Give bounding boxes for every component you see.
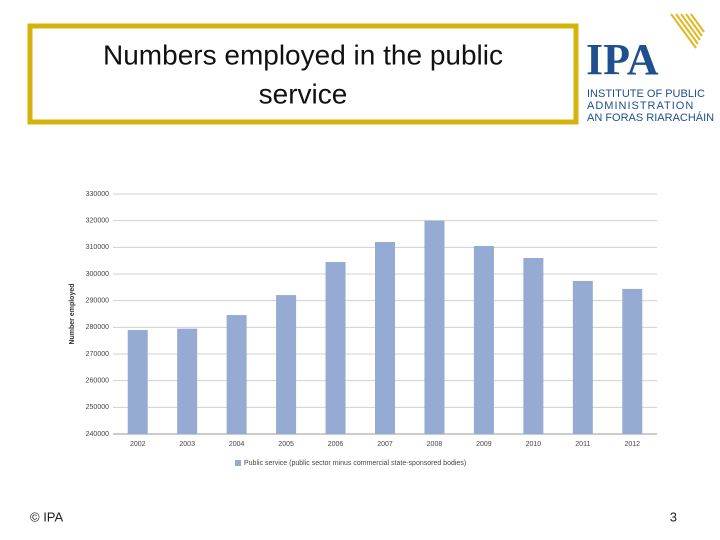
x-tick-label: 2011 <box>575 441 590 448</box>
x-tick-label: 2012 <box>624 441 640 448</box>
slide-title: Numbers employed in the public <box>103 39 503 70</box>
bar <box>127 330 148 434</box>
logo <box>670 13 705 49</box>
copyright: © IPA <box>30 509 64 524</box>
logo-stripe <box>685 13 703 37</box>
x-tick-label: 2003 <box>179 441 195 448</box>
x-tick-label: 2009 <box>476 441 492 448</box>
slide-title: service <box>259 78 348 109</box>
bar <box>276 295 297 434</box>
x-tick-label: 2004 <box>229 441 245 448</box>
y-axis-label: Number employed <box>69 283 76 344</box>
bar <box>226 315 247 434</box>
bar <box>325 262 346 434</box>
y-tick-label: 280000 <box>86 324 109 331</box>
x-tick-label: 2007 <box>377 441 393 448</box>
y-tick-label: 300000 <box>86 271 109 278</box>
bar <box>473 246 494 434</box>
x-tick-label: 2005 <box>278 441 294 448</box>
bar <box>375 242 395 434</box>
x-tick-label: 2002 <box>130 441 146 448</box>
y-tick-label: 250000 <box>86 404 109 411</box>
title-box <box>27 23 579 125</box>
y-tick-label: 260000 <box>86 378 109 385</box>
y-tick-label: 240000 <box>86 431 109 438</box>
logo-stripe <box>675 13 699 45</box>
legend-label: Public service (public sector minus comm… <box>244 460 466 467</box>
bar <box>523 258 544 434</box>
y-tick-label: 270000 <box>86 351 109 358</box>
y-tick-label: 330000 <box>86 191 109 198</box>
bar <box>424 220 445 434</box>
x-tick-label: 2008 <box>427 441 443 448</box>
logo-mark: IPA <box>586 35 659 84</box>
x-tick-label: 2006 <box>328 441 344 448</box>
y-tick-label: 310000 <box>86 244 109 251</box>
bar <box>572 280 593 434</box>
logo-text: INSTITUTE OF PUBLIC <box>587 88 705 100</box>
logo-text: ADMINISTRATION <box>587 100 694 112</box>
bar <box>622 288 643 434</box>
y-tick-label: 290000 <box>86 298 109 305</box>
logo-stripe <box>680 13 701 41</box>
x-tick-label: 2010 <box>526 441 542 448</box>
logo-stripe <box>690 13 705 33</box>
logo-stripe <box>670 13 697 49</box>
y-tick-label: 320000 <box>86 218 109 225</box>
page-number: 3 <box>670 509 677 524</box>
legend-swatch <box>235 460 241 466</box>
bar <box>177 328 198 434</box>
logo-text: AN FORAS RIARACHÁIN <box>587 111 714 124</box>
